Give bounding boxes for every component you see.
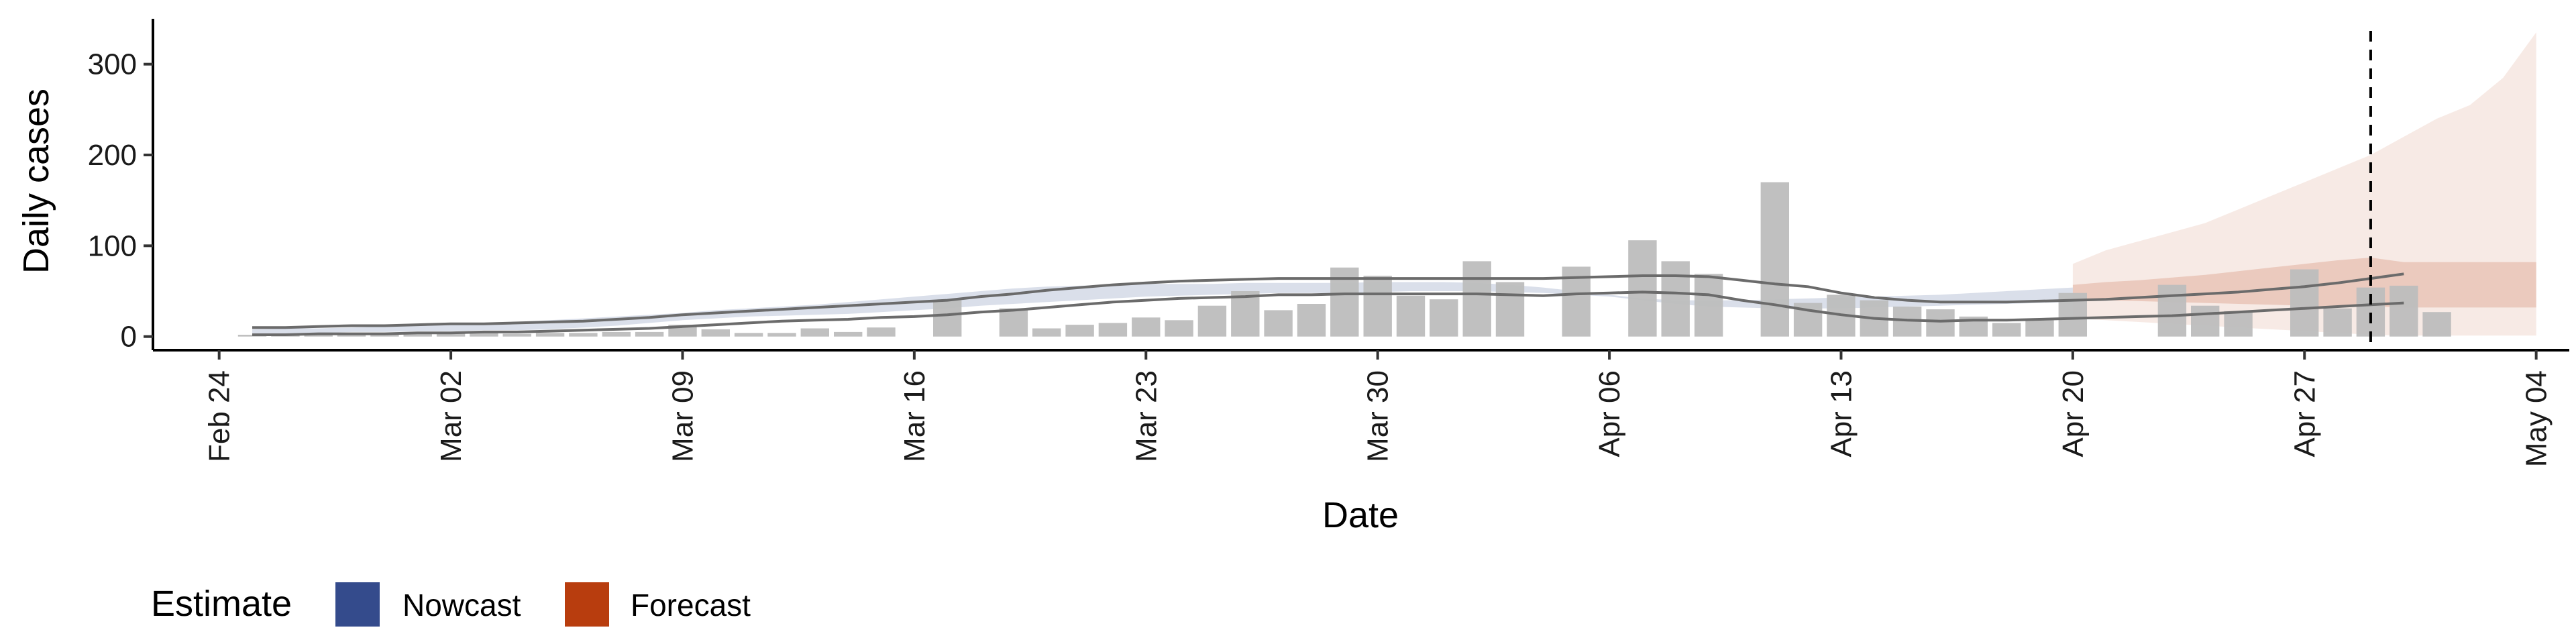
bar — [1197, 305, 1227, 337]
bar — [2422, 312, 2451, 337]
estimate-bands — [252, 32, 2536, 336]
x-tick-label: Apr 27 — [2288, 370, 2321, 458]
upper-estimate-line — [252, 272, 2404, 329]
axes — [144, 19, 2569, 360]
bar — [1992, 323, 2021, 337]
bar — [1694, 274, 1723, 337]
legend: Estimate Nowcast Forecast — [151, 582, 751, 627]
bar — [1363, 276, 1392, 337]
x-tick-label: Apr 13 — [1825, 370, 1858, 458]
legend-label-nowcast: Nowcast — [402, 588, 521, 623]
bar — [1297, 304, 1326, 337]
y-axis-title: Daily cases — [16, 89, 56, 274]
bar — [1165, 320, 1193, 337]
tick-labels: 0 100 200 300 Feb 24 Mar 02 Mar 09 Mar 16 Mar 23… — [88, 48, 2553, 468]
x-tick-label: Mar 23 — [1130, 370, 1163, 462]
bar — [2290, 269, 2319, 337]
bar — [2157, 284, 2187, 337]
observed-bars — [237, 182, 2451, 337]
bar — [502, 333, 531, 337]
bar — [2224, 311, 2253, 337]
bar — [1132, 317, 1161, 337]
x-tick-label: Mar 09 — [667, 370, 700, 462]
bar — [1760, 182, 1789, 337]
x-tick-label: Feb 24 — [203, 370, 236, 462]
bar — [1396, 295, 1426, 337]
y-tick-label: 300 — [88, 48, 137, 81]
forecast-band-outer — [2072, 32, 2536, 336]
bar — [470, 333, 498, 337]
bar — [1430, 299, 1458, 337]
bar — [734, 333, 763, 337]
bar — [1264, 310, 1293, 337]
nowcast-band — [252, 282, 2073, 334]
bar — [1462, 261, 1491, 337]
bar — [1098, 323, 1128, 337]
bar — [1231, 291, 1260, 337]
y-tick-label: 200 — [88, 139, 137, 172]
bar — [370, 333, 399, 337]
bar — [2390, 285, 2418, 337]
lower-estimate-line — [252, 290, 2404, 336]
bar — [1661, 261, 1690, 337]
legend-label-forecast: Forecast — [631, 588, 751, 623]
x-tick-label: Apr 06 — [1593, 370, 1626, 458]
bar — [304, 335, 333, 337]
bar — [834, 331, 863, 337]
bar — [635, 331, 664, 337]
x-axis-title: Date — [1322, 495, 1399, 535]
x-tick-label: Apr 20 — [2057, 370, 2090, 458]
y-tick-label: 0 — [121, 321, 137, 354]
bar — [569, 333, 598, 337]
bar — [1628, 240, 1657, 337]
bar — [2025, 320, 2054, 337]
bar — [1032, 328, 1061, 337]
estimate-lines — [252, 272, 2404, 336]
bar — [535, 333, 565, 337]
x-tick-label: Mar 16 — [898, 370, 931, 462]
y-tick-label: 100 — [88, 229, 137, 262]
bar — [867, 327, 896, 337]
bar — [999, 308, 1028, 337]
legend-swatch-forecast — [565, 582, 609, 627]
x-tick-label: May 04 — [2520, 370, 2553, 467]
bar — [800, 328, 829, 337]
bar — [602, 331, 631, 337]
x-tick-label: Mar 30 — [1362, 370, 1395, 462]
bar — [337, 335, 366, 337]
bar — [1495, 282, 1525, 337]
bar — [2323, 308, 2352, 337]
bar — [1926, 309, 1955, 337]
bar — [933, 300, 962, 337]
bar — [1065, 325, 1094, 337]
bar — [403, 333, 432, 337]
bar — [2191, 305, 2220, 337]
x-tick-label: Mar 02 — [435, 370, 468, 462]
legend-title: Estimate — [151, 584, 292, 624]
bar — [767, 333, 796, 337]
legend-swatch-nowcast — [335, 582, 380, 627]
bar — [701, 329, 730, 337]
